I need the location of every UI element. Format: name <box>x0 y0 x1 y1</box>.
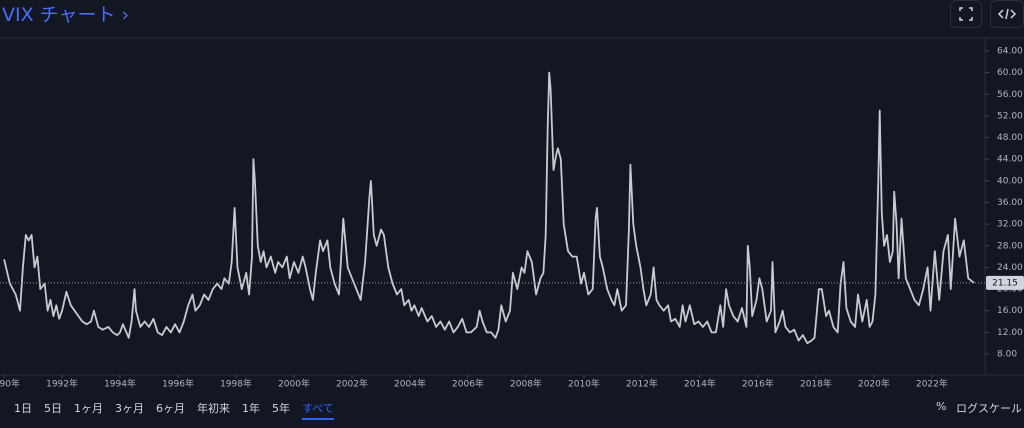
range-button[interactable]: 年初来 <box>197 402 230 415</box>
plot-bg <box>0 38 1024 394</box>
icon <box>997 8 1017 20</box>
range-button[interactable]: 5日 <box>44 402 62 415</box>
y-tick-label: 40.00 <box>997 176 1023 186</box>
y-tick-label: 44.00 <box>997 155 1023 165</box>
percent-toggle[interactable]: % <box>936 400 947 413</box>
y-tick-label: 16.00 <box>997 306 1023 316</box>
range-button[interactable]: すべて <box>302 400 334 420</box>
y-tick-label: 48.00 <box>997 133 1023 143</box>
vix-line <box>3 71 975 345</box>
x-tick-label: 2004年 <box>394 378 426 390</box>
x-tick-label: 1992年 <box>46 378 78 390</box>
range-button[interactable]: 5年 <box>272 402 290 415</box>
x-tick-label: 2006年 <box>452 378 484 390</box>
y-tick-label: 36.00 <box>997 198 1023 208</box>
y-tick-label: 32.00 <box>997 220 1023 230</box>
x-tick-label: 2020年 <box>858 378 890 390</box>
x-tick-label: 2002年 <box>336 378 368 390</box>
y-tick-label: 24.00 <box>997 263 1023 273</box>
range-button[interactable]: 1ヶ月 <box>74 402 103 415</box>
range-button[interactable]: 6ヶ月 <box>156 402 185 415</box>
range-button[interactable]: 3ヶ月 <box>115 402 144 415</box>
y-tick-label: 56.00 <box>997 90 1023 100</box>
x-tick-label: 2012年 <box>626 378 658 390</box>
y-tick-label: 8.00 <box>997 350 1017 360</box>
y-tick-label: 52.00 <box>997 111 1023 121</box>
last-value-label: 21.15 <box>992 278 1018 288</box>
range-button[interactable]: 1日 <box>14 402 32 415</box>
x-tick-label: 2016年 <box>742 378 774 390</box>
x-tick-label: 2010年 <box>568 378 600 390</box>
icon <box>959 7 973 21</box>
log-toggle[interactable]: ログスケール <box>956 402 1022 415</box>
y-tick-label: 12.00 <box>997 328 1023 338</box>
y-tick-label: 64.00 <box>997 46 1023 56</box>
x-tick-label: 2000年 <box>278 378 310 390</box>
toolbar: 1日 5日 1ヶ月 3ヶ月 6ヶ月 年初来 1年 5年 すべて% ログスケール <box>0 394 1024 420</box>
x-tick-label: 1996年 <box>162 378 194 390</box>
range-button[interactable]: 1年 <box>242 402 260 415</box>
chart: 8.0012.0016.0020.0024.0028.0032.0036.004… <box>0 37 1024 394</box>
x-tick-label: 2022年 <box>916 378 948 390</box>
title[interactable]: VIX チャート › <box>2 4 130 26</box>
x-tick-label: 1994年 <box>104 378 136 390</box>
y-tick-label: 60.00 <box>997 68 1023 78</box>
x-tick-label: 2014年 <box>684 378 716 390</box>
x-tick-label: 2018年 <box>800 378 832 390</box>
fullscreen-button[interactable] <box>950 0 982 28</box>
x-tick-label: 2008年 <box>510 378 542 390</box>
x-tick-label: 1990年 <box>0 378 20 390</box>
y-tick-label: 28.00 <box>997 241 1023 251</box>
x-tick-label: 1998年 <box>220 378 252 390</box>
last-value-box <box>986 275 1024 290</box>
